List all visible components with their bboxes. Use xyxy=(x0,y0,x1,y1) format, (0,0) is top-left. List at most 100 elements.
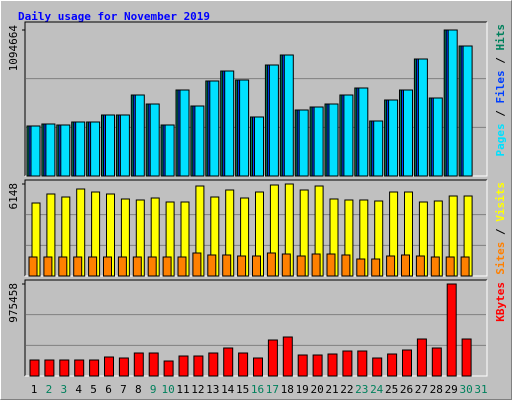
bar xyxy=(342,350,353,377)
bar xyxy=(447,29,458,177)
bar xyxy=(90,121,101,177)
bar xyxy=(282,336,293,377)
legend-entry: Hits xyxy=(494,24,507,51)
bar xyxy=(431,347,442,377)
legend: Sites / Visits xyxy=(494,182,507,275)
bar xyxy=(147,256,157,277)
bar xyxy=(326,253,336,277)
bar xyxy=(460,256,470,277)
x-tick-label: 11 xyxy=(176,383,189,396)
x-tick-label: 22 xyxy=(340,383,353,396)
x-tick-label: 20 xyxy=(310,383,323,396)
bar xyxy=(103,256,112,277)
legend-entry: Pages xyxy=(494,123,507,156)
x-tick-label: 9 xyxy=(150,383,157,396)
bar xyxy=(296,255,306,277)
bar xyxy=(372,357,383,377)
x-tick-label: 12 xyxy=(191,383,204,396)
bar xyxy=(88,256,98,277)
panel-bevel-dark xyxy=(24,21,487,176)
bar xyxy=(387,353,398,377)
bar xyxy=(388,99,399,177)
bar xyxy=(402,349,412,377)
bar xyxy=(164,124,175,177)
legend-entry: Visits xyxy=(494,182,507,222)
bar xyxy=(386,255,396,277)
bar xyxy=(237,255,247,277)
x-tick-label: 13 xyxy=(206,383,219,396)
x-tick-label: 6 xyxy=(105,383,112,396)
legend-entry: Files xyxy=(494,70,507,103)
bar xyxy=(105,114,115,177)
legend-separator: / xyxy=(494,51,507,71)
bar xyxy=(312,354,323,377)
bar xyxy=(179,89,190,177)
bar xyxy=(209,80,220,177)
x-tick-label: 27 xyxy=(415,383,428,396)
bar xyxy=(104,356,114,377)
bar xyxy=(343,94,354,177)
legend-separator: / xyxy=(494,222,507,242)
bar xyxy=(415,255,425,277)
bar xyxy=(60,124,71,177)
chart-title: Daily usage for November 2019 xyxy=(18,10,210,23)
x-tick-label: 25 xyxy=(385,383,398,396)
bar xyxy=(30,125,41,177)
bar xyxy=(416,338,427,377)
x-tick-label: 24 xyxy=(370,383,384,396)
bar xyxy=(133,352,144,377)
bar xyxy=(446,283,457,377)
bar xyxy=(59,359,70,377)
bar xyxy=(132,256,142,277)
legend-separator: / xyxy=(494,104,507,124)
bar xyxy=(281,253,291,277)
bar xyxy=(358,87,369,177)
bar xyxy=(239,79,250,177)
bar xyxy=(297,354,308,377)
x-tick-label: 4 xyxy=(75,383,82,396)
bar xyxy=(357,350,368,377)
y-tick-label: 1094664 xyxy=(7,25,20,72)
y-tick-label: 6148 xyxy=(7,183,20,210)
x-tick-label: 16 xyxy=(251,383,264,396)
x-tick-label: 15 xyxy=(236,383,249,396)
bar xyxy=(149,103,160,177)
x-tick-label: 7 xyxy=(120,383,127,396)
bar xyxy=(283,54,294,177)
x-tick-label: 17 xyxy=(266,383,279,396)
bar xyxy=(371,258,381,277)
bar xyxy=(327,353,338,377)
bar xyxy=(403,89,413,177)
bar xyxy=(462,45,473,177)
bar xyxy=(194,105,205,177)
bar xyxy=(177,256,187,277)
bar xyxy=(311,253,321,277)
bar xyxy=(148,352,159,377)
bar xyxy=(417,58,428,177)
bar xyxy=(192,252,202,277)
bar xyxy=(252,255,261,277)
bar xyxy=(28,256,38,277)
legend: KBytes xyxy=(494,282,507,322)
bar xyxy=(45,123,56,177)
legend: Pages / Files / Hits xyxy=(494,24,507,157)
x-tick-label: 29 xyxy=(445,383,458,396)
x-tick-label: 10 xyxy=(161,383,174,396)
bar xyxy=(73,256,83,277)
bar xyxy=(341,254,351,277)
bar xyxy=(75,121,86,177)
bar xyxy=(373,120,384,177)
bar xyxy=(356,258,366,277)
bar xyxy=(253,357,263,377)
bar xyxy=(117,256,127,277)
bar xyxy=(89,359,100,377)
bar xyxy=(44,359,55,377)
x-tick-label: 18 xyxy=(281,383,294,396)
bar xyxy=(222,254,232,277)
bar xyxy=(58,256,68,277)
bar xyxy=(267,339,278,377)
bar xyxy=(254,116,264,177)
bar xyxy=(268,64,279,177)
x-tick-label: 26 xyxy=(400,383,413,396)
